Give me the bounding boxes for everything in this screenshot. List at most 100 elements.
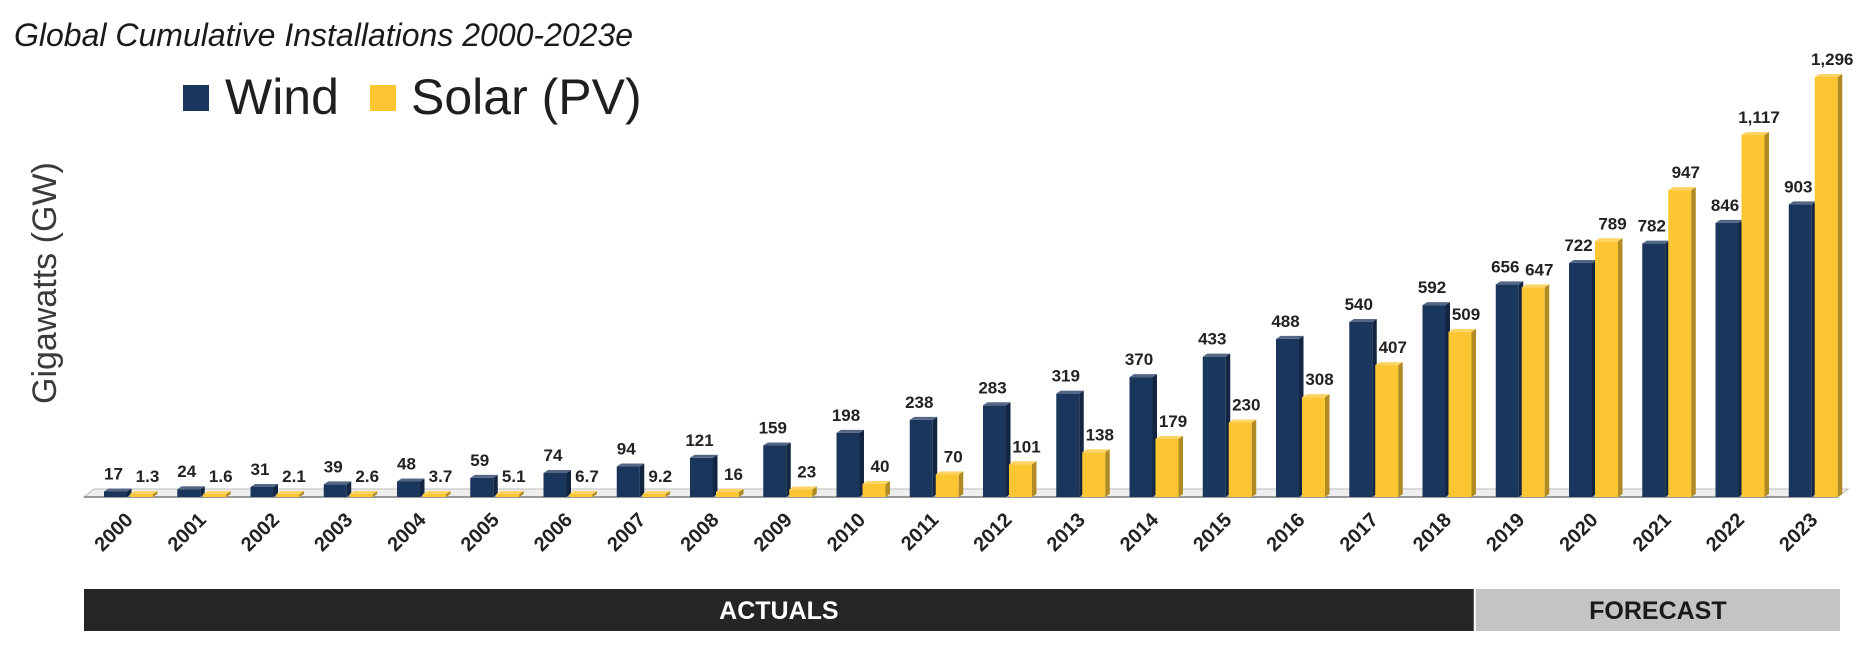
bar-solar-2016: 308 bbox=[1302, 370, 1334, 497]
bar-solar-2021: 947 bbox=[1668, 163, 1700, 497]
bar-solar-2018: 509 bbox=[1448, 305, 1480, 497]
bar-front bbox=[1349, 322, 1373, 497]
bar-top bbox=[1422, 302, 1450, 306]
bar-side bbox=[566, 470, 571, 497]
bar-wind-2004: 48 bbox=[397, 454, 425, 497]
band-label-forecast: FORECAST bbox=[1589, 597, 1727, 625]
bar-front bbox=[983, 405, 1006, 497]
bar-top bbox=[1595, 238, 1623, 242]
bar-front bbox=[935, 474, 959, 497]
bar-top bbox=[423, 491, 451, 494]
bar-wind-2014: 370 bbox=[1125, 350, 1157, 497]
bar-front bbox=[1448, 332, 1472, 497]
bar-side bbox=[299, 491, 304, 497]
bar-solar-2003: 2.6 bbox=[349, 467, 379, 497]
bar-side bbox=[739, 488, 744, 497]
legend: Wind Solar (PV) bbox=[183, 69, 642, 125]
bar-front bbox=[177, 489, 201, 497]
bar-top bbox=[397, 478, 425, 482]
bar-side bbox=[812, 486, 817, 497]
bar-front bbox=[1521, 287, 1545, 497]
data-label-wind-2008: 121 bbox=[685, 431, 713, 450]
bar-front bbox=[1595, 241, 1618, 497]
bar-front bbox=[130, 494, 153, 497]
bar-front bbox=[1422, 305, 1446, 497]
x-tick-2023: 2023 bbox=[1775, 509, 1822, 556]
bar-top bbox=[789, 486, 817, 490]
bar-wind-2003: 39 bbox=[323, 457, 352, 497]
bar-side bbox=[1618, 238, 1623, 498]
bar-top bbox=[543, 470, 571, 474]
bar-top bbox=[1202, 353, 1231, 357]
bar-front bbox=[690, 457, 713, 497]
bar-front bbox=[250, 486, 274, 497]
data-label-wind-2022: 846 bbox=[1711, 196, 1739, 215]
bar-front bbox=[1741, 135, 1765, 497]
bar-solar-2002: 2.1 bbox=[276, 467, 306, 497]
bar-front bbox=[543, 473, 567, 497]
bar-side bbox=[372, 491, 378, 497]
data-label-solar-2004: 3.7 bbox=[429, 467, 453, 486]
data-label-solar-2007: 9.2 bbox=[648, 467, 672, 486]
x-tick-2007: 2007 bbox=[603, 509, 650, 556]
bar-front bbox=[862, 484, 886, 497]
bar-wind-2009: 159 bbox=[759, 418, 791, 497]
bar-front bbox=[1495, 284, 1519, 497]
bar-solar-2012: 101 bbox=[1009, 437, 1041, 497]
bar-top bbox=[836, 429, 864, 433]
bar-front bbox=[1375, 365, 1399, 497]
bar-front bbox=[1788, 204, 1812, 497]
bar-top bbox=[1814, 74, 1843, 77]
bar-front bbox=[642, 494, 666, 497]
data-label-solar-2020: 789 bbox=[1598, 214, 1626, 233]
data-label-solar-2008: 16 bbox=[724, 465, 743, 484]
bar-side bbox=[1251, 419, 1257, 497]
bar-front bbox=[909, 419, 933, 497]
x-tick-2018: 2018 bbox=[1409, 509, 1456, 556]
bars: 17 1.3 24 1.6 31 2.1 39 2.6 48 3.7 59 5.1 74 6.7 94 9.2… bbox=[104, 50, 1854, 498]
bar-top bbox=[1788, 201, 1817, 205]
bar-top bbox=[763, 442, 791, 446]
x-tick-2000: 2000 bbox=[91, 509, 138, 556]
bar-top bbox=[1569, 260, 1597, 264]
bar-wind-2022: 846 bbox=[1711, 196, 1743, 498]
x-tick-2005: 2005 bbox=[457, 509, 504, 556]
bar-side bbox=[592, 491, 597, 497]
bar-top bbox=[935, 471, 964, 475]
bar-solar-2010: 40 bbox=[862, 457, 890, 497]
data-label-wind-2010: 198 bbox=[832, 406, 860, 425]
bar-front bbox=[1056, 393, 1080, 497]
data-label-wind-2021: 782 bbox=[1638, 217, 1666, 236]
bar-side bbox=[958, 471, 964, 497]
chart-title: Global Cumulative Installations 2000-202… bbox=[14, 17, 633, 53]
bar-front bbox=[789, 489, 813, 497]
bar-wind-2020: 722 bbox=[1564, 236, 1597, 497]
x-tick-2006: 2006 bbox=[530, 509, 577, 556]
bar-side bbox=[226, 491, 231, 497]
bar-top bbox=[716, 488, 744, 492]
bar-side bbox=[786, 442, 791, 497]
bar-top bbox=[1741, 132, 1769, 136]
bar-front bbox=[1715, 222, 1739, 498]
data-label-wind-2002: 31 bbox=[251, 460, 270, 479]
bar-wind-2000: 17 bbox=[104, 464, 132, 497]
bar-solar-2015: 230 bbox=[1228, 395, 1260, 497]
data-label-solar-2005: 5.1 bbox=[502, 467, 526, 486]
bar-wind-2007: 94 bbox=[616, 440, 645, 497]
band-actuals bbox=[84, 589, 1474, 631]
data-label-solar-2016: 308 bbox=[1305, 370, 1333, 389]
bar-front bbox=[423, 494, 446, 497]
bar-wind-2013: 319 bbox=[1052, 367, 1084, 497]
x-tick-2020: 2020 bbox=[1556, 509, 1603, 556]
bar-top bbox=[616, 463, 645, 467]
data-label-solar-2009: 23 bbox=[797, 463, 816, 482]
bar-front bbox=[470, 477, 494, 497]
bar-top bbox=[642, 491, 671, 494]
x-tick-2004: 2004 bbox=[384, 508, 432, 556]
bar-top bbox=[470, 474, 498, 478]
bar-wind-2023: 903 bbox=[1784, 177, 1817, 497]
bar-side bbox=[273, 483, 278, 497]
bar-top bbox=[1375, 362, 1403, 366]
bar-front bbox=[1302, 397, 1325, 497]
bar-wind-2016: 488 bbox=[1271, 312, 1304, 497]
